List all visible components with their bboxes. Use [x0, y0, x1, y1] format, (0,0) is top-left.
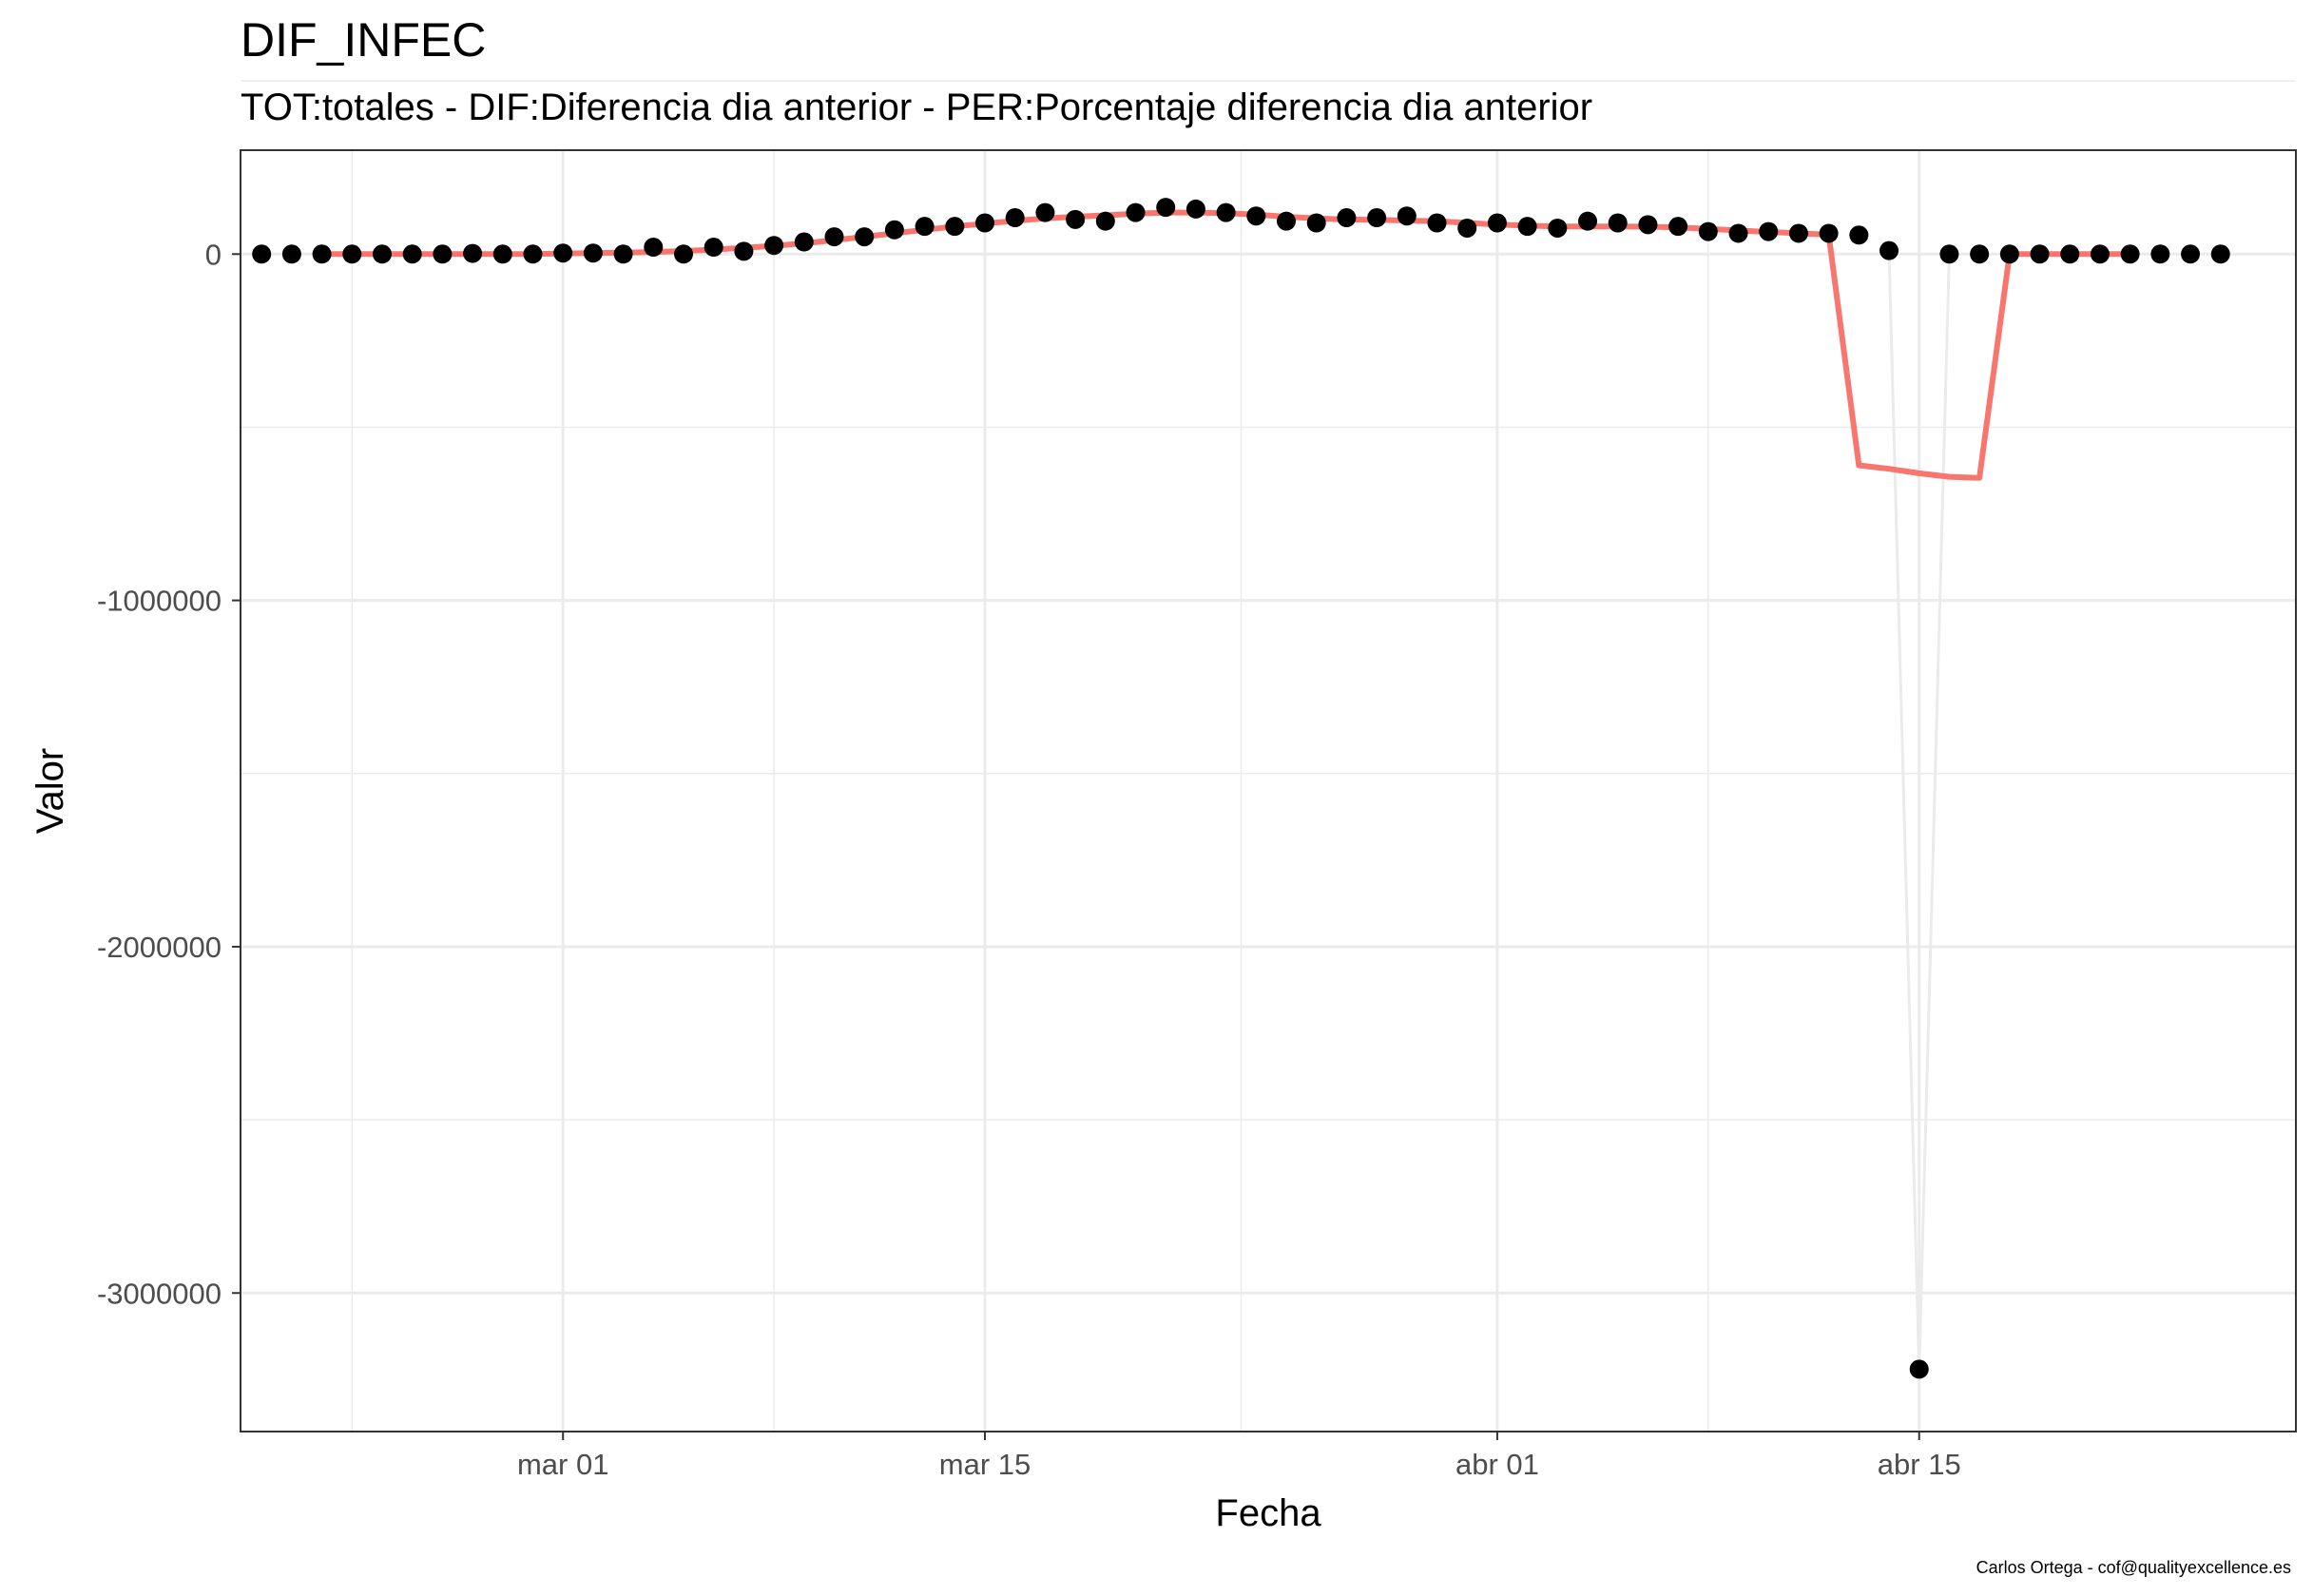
- data-point: [1759, 221, 1779, 241]
- data-point: [1548, 218, 1568, 238]
- y-tick-label: -2000000: [97, 931, 222, 964]
- data-point: [463, 243, 483, 263]
- data-point: [1819, 223, 1839, 243]
- data-point: [2181, 244, 2201, 264]
- data-point: [1306, 213, 1326, 233]
- data-point: [1668, 217, 1688, 237]
- data-point: [1337, 208, 1357, 228]
- x-axis-title: Fecha: [1215, 1492, 1321, 1534]
- data-point: [2120, 244, 2140, 264]
- data-point: [1788, 223, 1808, 243]
- data-point: [553, 243, 573, 263]
- data-point: [1970, 244, 1990, 264]
- data-point: [281, 244, 301, 264]
- x-tick-label: abr 15: [1878, 1448, 1961, 1481]
- data-point: [1066, 209, 1086, 229]
- chart-caption: Carlos Ortega - cof@qualityexcellence.es: [1976, 1558, 2291, 1577]
- data-point: [734, 241, 754, 261]
- data-point: [252, 244, 272, 264]
- panel-border: [240, 149, 2297, 1433]
- x-tick-label: mar 15: [939, 1448, 1031, 1481]
- data-point: [1035, 202, 1055, 222]
- data-point: [674, 244, 694, 264]
- data-point: [1728, 223, 1748, 243]
- data-points: [252, 198, 2230, 1379]
- data-point: [1246, 206, 1266, 226]
- data-point: [1095, 211, 1115, 231]
- data-point: [1638, 215, 1658, 235]
- data-point: [945, 217, 965, 237]
- data-point: [312, 244, 332, 264]
- data-point: [2030, 244, 2050, 264]
- data-point: [2090, 244, 2110, 264]
- data-point: [1608, 213, 1628, 233]
- data-point: [1578, 211, 1598, 231]
- data-point: [2150, 244, 2170, 264]
- data-point: [2210, 244, 2230, 264]
- data-point: [1909, 1359, 1929, 1379]
- data-point: [1487, 213, 1507, 233]
- data-point: [1457, 218, 1477, 238]
- data-point: [342, 244, 362, 264]
- data-point: [1156, 198, 1176, 218]
- y-tick-label: -1000000: [97, 585, 222, 618]
- data-point: [1216, 202, 1236, 222]
- data-point: [1517, 217, 1537, 237]
- data-point: [1698, 221, 1718, 241]
- data-point: [764, 236, 784, 256]
- data-point: [1185, 199, 1205, 219]
- data-point: [433, 244, 453, 264]
- axis-ticks: 0 -1000000 -2000000 -3000000 mar 01 mar 15 abr…: [97, 238, 1961, 1481]
- data-point: [884, 220, 904, 240]
- data-point: [2060, 244, 2080, 264]
- y-tick-label: 0: [205, 238, 222, 271]
- data-point: [613, 244, 633, 264]
- data-point: [1277, 211, 1297, 231]
- y-tick-label: -3000000: [97, 1277, 222, 1310]
- data-point: [583, 243, 603, 263]
- data-point: [372, 244, 392, 264]
- y-axis-title: Valor: [29, 748, 71, 834]
- x-tick-label: abr 01: [1455, 1448, 1539, 1481]
- data-point: [704, 238, 723, 258]
- data-point: [1126, 202, 1146, 222]
- data-point: [492, 244, 512, 264]
- data-point: [975, 213, 995, 233]
- data-point: [1939, 244, 1959, 264]
- x-tick-label: mar 01: [517, 1448, 608, 1481]
- data-point: [855, 227, 875, 247]
- data-point: [915, 217, 935, 237]
- data-point: [1849, 225, 1869, 245]
- data-point: [824, 227, 844, 247]
- grid-lines: [241, 80, 2296, 1432]
- data-point: [794, 232, 814, 252]
- data-point: [402, 244, 422, 264]
- data-point: [644, 238, 664, 258]
- data-point: [1367, 208, 1387, 228]
- data-point: [1005, 208, 1025, 228]
- data-point: [1879, 240, 1899, 260]
- data-point: [1999, 244, 2019, 264]
- chart-subtitle: TOT:totales - DIF:Diferencia dia anterio…: [241, 87, 1593, 128]
- data-point: [1397, 206, 1417, 226]
- chart-title: DIF_INFEC: [241, 13, 487, 67]
- data-point: [523, 244, 543, 264]
- data-point: [1427, 213, 1447, 233]
